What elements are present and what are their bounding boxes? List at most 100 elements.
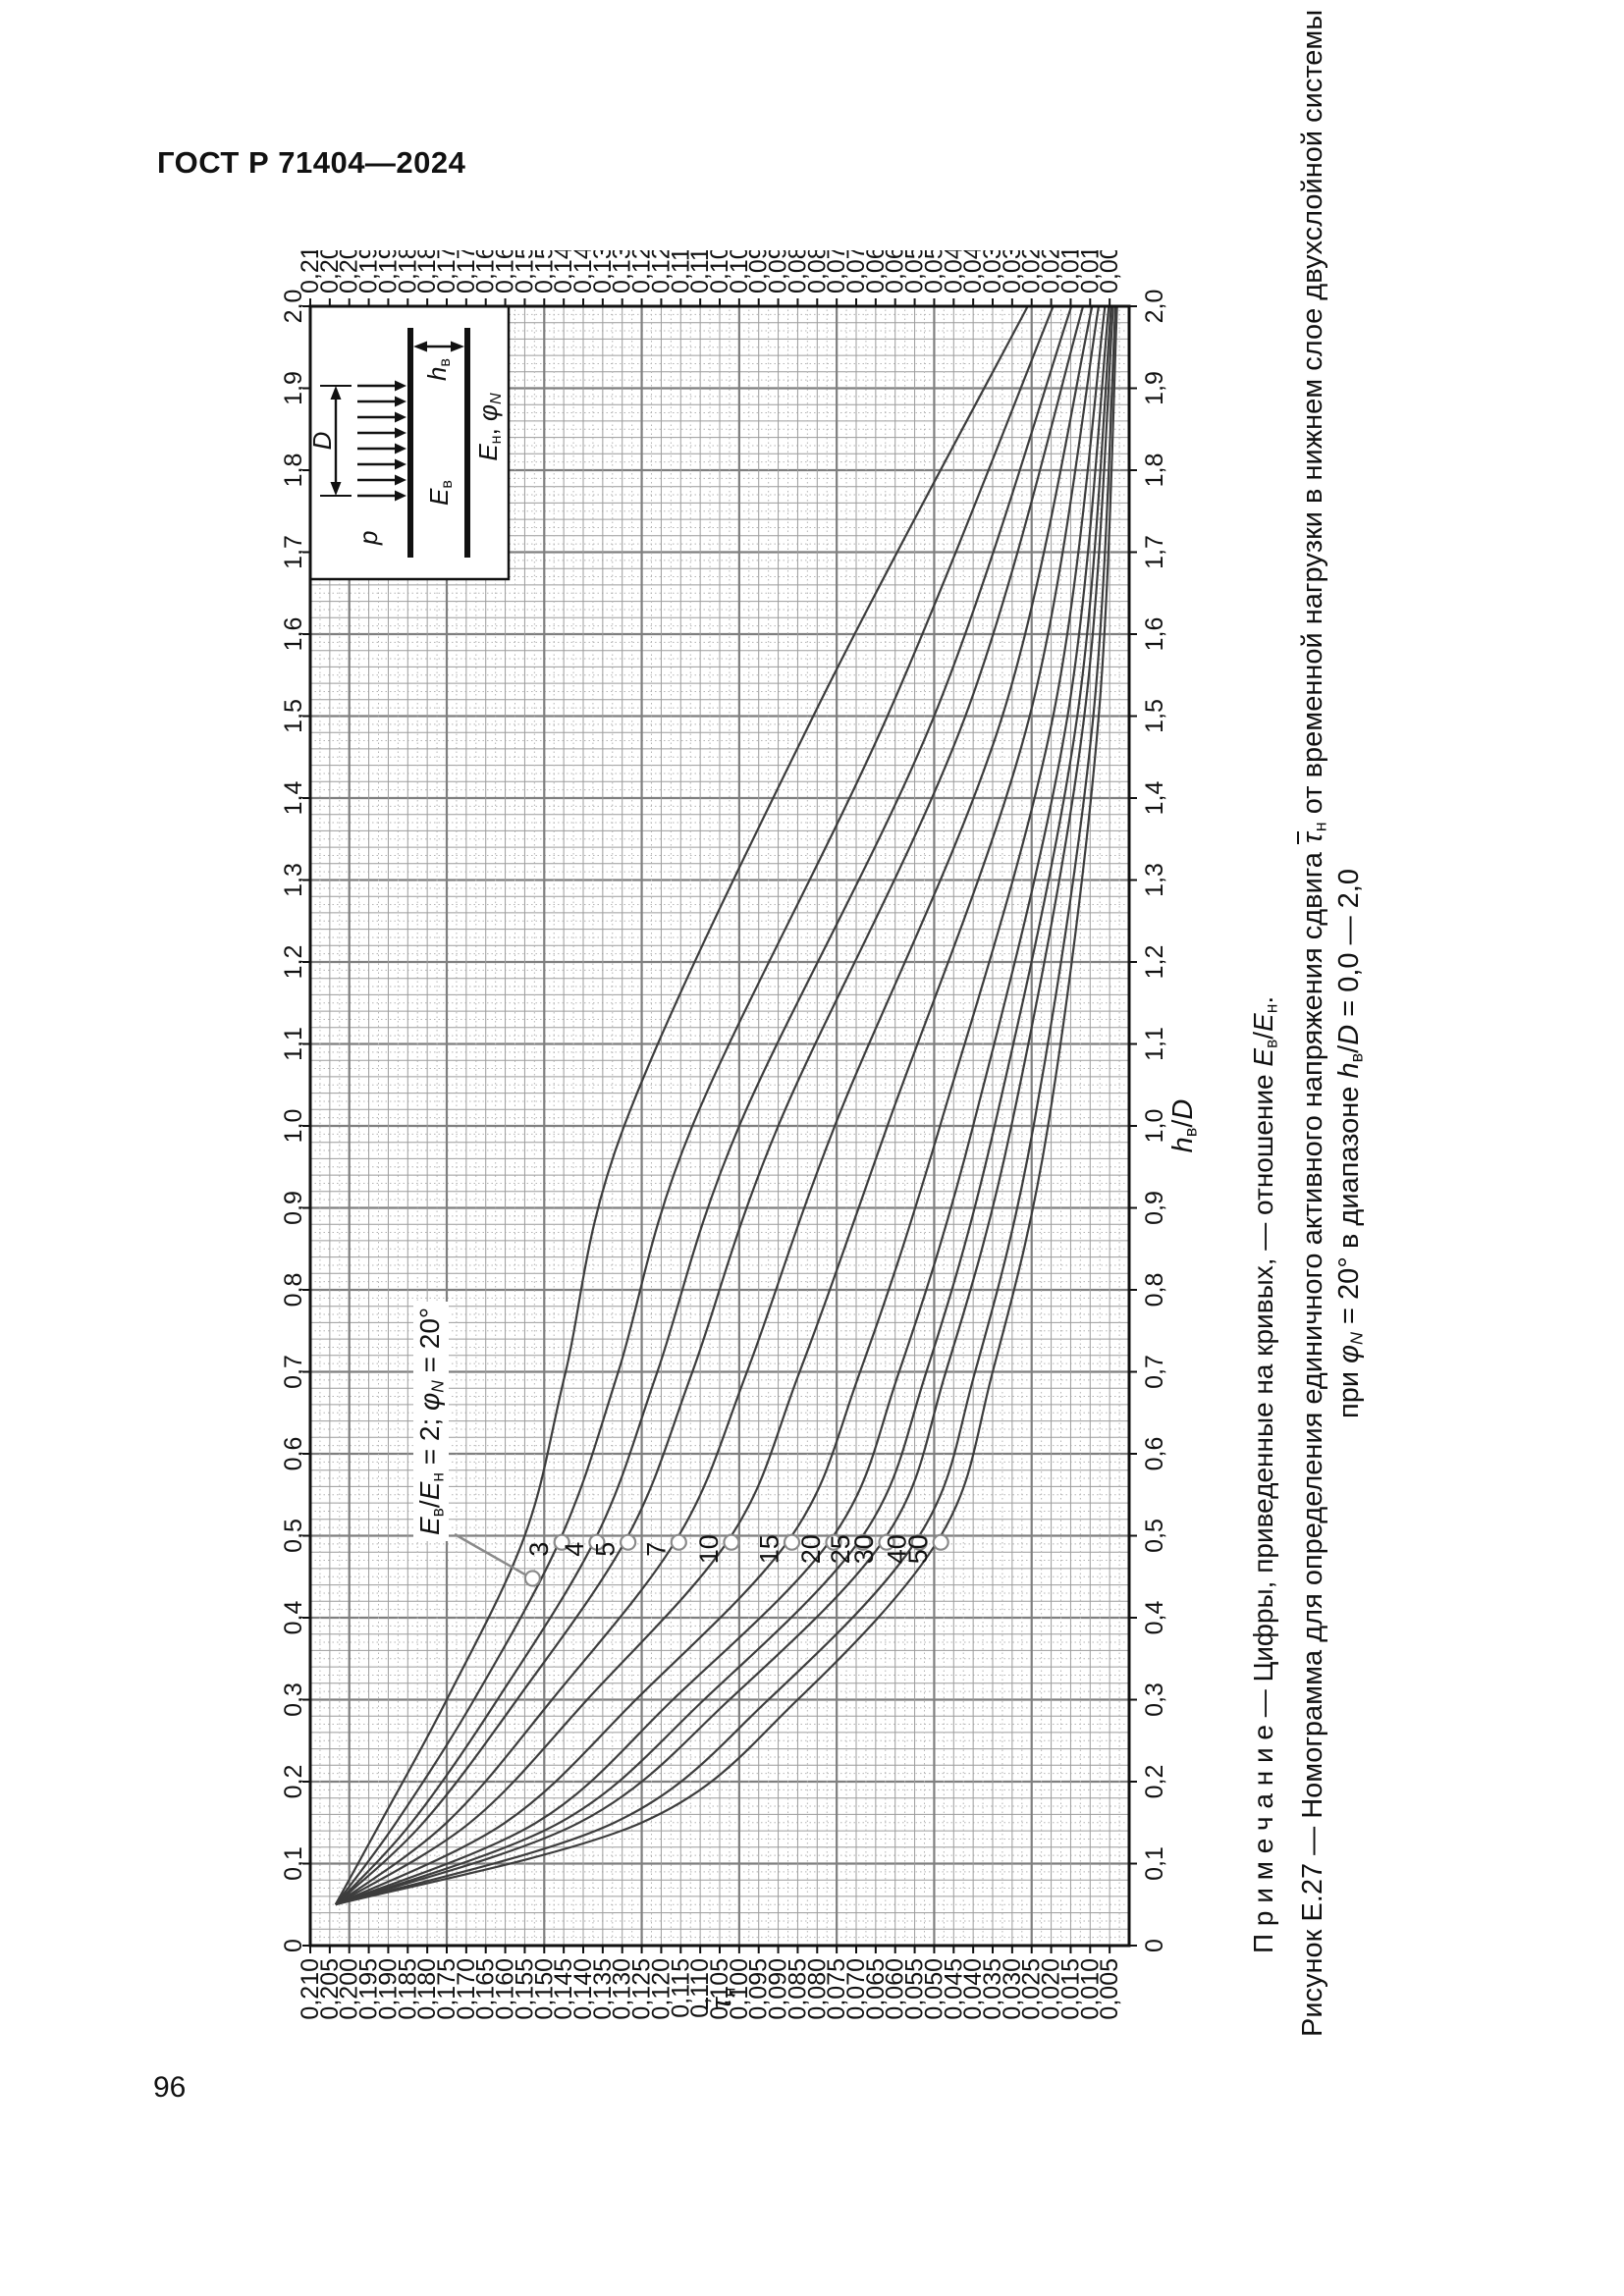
y-tick-label-left: 0,180 (413, 1958, 441, 2020)
curve-marker-30 (878, 1533, 895, 1551)
x-tick-label-bottom: 2,0 (1141, 290, 1168, 324)
page-header: ГОСТ Р 71404—2024 (157, 145, 466, 180)
curve-marker-40 (910, 1533, 928, 1551)
x-tick-label-top: 1,4 (282, 781, 307, 816)
curve-ratio-30 (335, 306, 1114, 1906)
x-tick-label-bottom: 0,1 (1141, 1846, 1168, 1881)
inset-lower-modulus-label: Eн, φN (473, 393, 506, 461)
inset-load-diameter-label: D (307, 431, 337, 451)
curve-label-50: 50 (903, 1534, 933, 1564)
x-tick-label-top: 1,9 (282, 371, 307, 405)
inset-load-arrowhead (395, 490, 406, 502)
y-tick-label-left: 0,160 (492, 1958, 519, 2020)
x-tick-label-bottom: 1,4 (1141, 781, 1168, 816)
curve-ratio-40 (335, 306, 1117, 1906)
curve-label-15: 15 (754, 1534, 784, 1564)
curve-ratio-annotation: Eв/Eн = 2; φN = 20° (413, 1301, 450, 1541)
y-tick-label-right: 0,090 (765, 250, 792, 294)
curve-label-20: 20 (796, 1534, 826, 1564)
y-tick-label-right: 0,035 (979, 250, 1006, 294)
y-tick-label-right: 0,105 (706, 250, 733, 294)
curve-marker-5 (620, 1533, 637, 1551)
curve-marker-4 (588, 1533, 606, 1551)
y-tick-label-right: 0,030 (999, 250, 1026, 294)
curve-ratio-10 (335, 306, 1101, 1906)
figure-caption-line-2: при φN = 20° в диапазоне hв/D = 0,0 — 2,… (1333, 869, 1367, 1418)
x-tick-label-top: 1,6 (282, 617, 307, 652)
curve-marker-10 (723, 1533, 740, 1551)
y-tick-label-right: 0,200 (336, 250, 363, 294)
y-tick-label-left: 0,210 (297, 1958, 324, 2020)
curve-marker-2 (523, 1570, 541, 1587)
inset-dim-arrowhead (413, 341, 427, 352)
y-tick-label-right: 0,040 (959, 250, 987, 294)
curve-ratio-5 (335, 306, 1085, 1906)
y-tick-label-right: 0,205 (316, 250, 344, 294)
x-tick-label-bottom: 0,3 (1141, 1682, 1168, 1717)
x-tick-label-top: 1,2 (282, 945, 307, 980)
x-tick-label-bottom: 0,8 (1141, 1273, 1168, 1308)
y-tick-label-right: 0,045 (940, 250, 967, 294)
y-tick-label-left: 0,170 (453, 1958, 480, 2020)
y-tick-label-left: 0,095 (745, 1958, 773, 2020)
x-tick-label-top: 0,6 (282, 1437, 307, 1471)
y-tick-label-right: 0,110 (686, 250, 714, 294)
y-tick-label-left: 0,195 (355, 1958, 383, 2020)
x-tick-label-top: 1,3 (282, 863, 307, 897)
x-tick-label-bottom: 1,2 (1141, 945, 1168, 980)
curve-ratio-20 (335, 306, 1110, 1906)
x-tick-label-top: 0,3 (282, 1682, 307, 1717)
curve-ratio-2 (334, 306, 1029, 1905)
inset-load-arrowhead (395, 443, 406, 454)
x-tick-label-bottom: 1,7 (1141, 535, 1168, 569)
y-tick-label-right: 0,190 (374, 250, 402, 294)
curve-marker-15 (783, 1533, 801, 1551)
x-axis-ticks: 0 0 0,1 0,1 0,2 0,2 0,3 0,3 0,4 0,4 0,5 0,5 0,6 0,6 0,… (282, 290, 1168, 1952)
inset-load-arrowhead (395, 380, 406, 392)
x-tick-label-bottom: 1,5 (1141, 699, 1168, 733)
x-tick-label-top: 0,8 (282, 1273, 307, 1308)
x-tick-label-bottom: 1,0 (1141, 1109, 1168, 1144)
x-tick-label-bottom: 1,3 (1141, 863, 1168, 897)
y-tick-label-left: 0,090 (765, 1958, 792, 2020)
curve-marker-3 (553, 1533, 570, 1551)
x-tick-label-top: 1,7 (282, 535, 307, 569)
page-number: 96 (153, 2071, 187, 2104)
y-axis-title: τн (706, 1987, 739, 2010)
y-tick-label-right: 0,125 (628, 250, 656, 294)
y-tick-label-right: 0,115 (667, 250, 694, 294)
inset-dim-arrowhead (330, 482, 342, 496)
x-tick-label-top: 2,0 (282, 290, 307, 324)
y-tick-label-right: 0,135 (589, 250, 617, 294)
x-tick-label-bottom: 1,8 (1141, 454, 1168, 488)
y-tick-label-left: 0,205 (316, 1958, 344, 2020)
y-tick-label-left: 0,135 (589, 1958, 617, 2020)
x-tick-label-bottom: 0,2 (1141, 1765, 1168, 1799)
x-tick-label-bottom: 0,4 (1141, 1601, 1168, 1635)
x-tick-label-bottom: 0,7 (1141, 1355, 1168, 1389)
curve-label-7: 7 (641, 1542, 671, 1557)
y-tick-label-right: 0,160 (492, 250, 519, 294)
inset-dim-arrowhead (330, 386, 342, 400)
curve-ratio-15 (335, 306, 1107, 1906)
y-tick-label-left: 0,060 (882, 1958, 909, 2020)
y-tick-label-left: 0,115 (667, 1958, 694, 2018)
y-tick-label-right: 0,005 (1096, 250, 1123, 294)
y-tick-label-right: 0,130 (609, 250, 636, 294)
y-tick-label-right: 0,155 (511, 250, 538, 294)
y-tick-label-right: 0,150 (530, 250, 558, 294)
curve-label-3: 3 (524, 1542, 554, 1557)
note-text: П р и м е ч а н и е — Цифры, приведенные… (1248, 995, 1281, 1953)
y-tick-label-right: 0,180 (413, 250, 441, 294)
y-tick-label-left: 0,085 (784, 1958, 811, 2020)
y-tick-label-left: 0,200 (336, 1958, 363, 2020)
curve-ratio-7 (335, 306, 1094, 1906)
y-tick-label-right: 0,185 (394, 250, 421, 294)
y-tick-label-right: 0,210 (297, 250, 324, 294)
y-tick-label-right: 0,050 (920, 250, 947, 294)
y-tick-label-left: 0,045 (940, 1958, 967, 2020)
y-tick-label-right: 0,140 (569, 250, 597, 294)
y-tick-label-left: 0,015 (1056, 1958, 1084, 2020)
inset-upper-modulus-label: Eв (424, 480, 457, 506)
y-tick-label-right: 0,165 (472, 250, 500, 294)
